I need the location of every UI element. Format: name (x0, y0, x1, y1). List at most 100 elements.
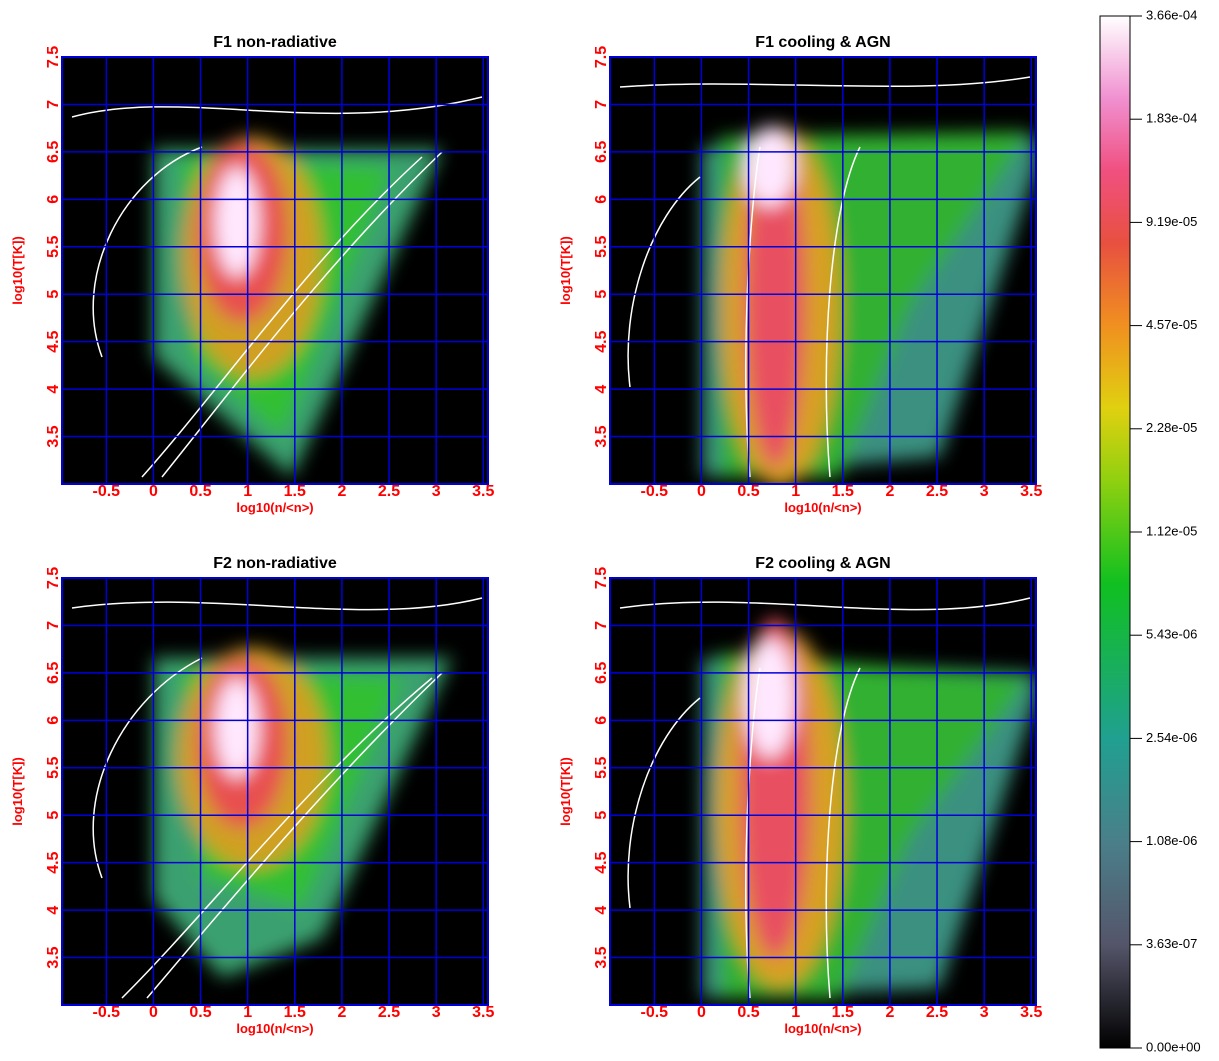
x-tick-label: 1.5 (284, 1004, 306, 1021)
x-tick-label: 2.5 (926, 483, 948, 500)
x-tick-label: 1.5 (284, 483, 306, 500)
x-tick-label: 1 (791, 483, 800, 500)
x-tick-label: 1.5 (832, 1004, 854, 1021)
plot-frame (61, 56, 489, 485)
colorbar-tick-label: 1.08e-06 (1146, 833, 1197, 848)
y-tick-label: 6 (593, 195, 610, 204)
y-tick-label: 4.5 (45, 330, 62, 352)
y-tick-label: 7 (593, 100, 610, 109)
colorbar-tick-label: 5.43e-06 (1146, 627, 1197, 642)
x-tick-label: 2.5 (926, 1004, 948, 1021)
x-tick-label: -0.5 (641, 483, 669, 500)
x-tick-label: 3 (432, 1004, 441, 1021)
x-axis-label: log10(n/<n>) (784, 500, 861, 515)
x-tick-label: -0.5 (93, 483, 121, 500)
chart-title: F1 non-radiative (213, 34, 337, 51)
colorbar-tick-label: 0.00e+00 (1146, 1039, 1201, 1054)
x-tick-label: -0.5 (93, 1004, 121, 1021)
x-tick-label: 0.5 (737, 1004, 759, 1021)
y-tick-label: 5.5 (593, 757, 610, 779)
y-tick-label: 5 (45, 811, 62, 820)
colorbar-tick-label: 9.19e-05 (1146, 214, 1197, 229)
plot-frame (609, 56, 1037, 485)
x-tick-label: 1 (791, 1004, 800, 1021)
y-tick-label: 4 (593, 906, 610, 915)
heatmap-image (62, 578, 488, 1005)
y-tick-label: 7 (45, 621, 62, 630)
y-tick-label: 6.5 (45, 662, 62, 684)
y-tick-label: 5.5 (593, 236, 610, 258)
y-tick-label: 5.5 (45, 757, 62, 779)
y-tick-label: 4.5 (593, 851, 610, 873)
x-tick-label: 2.5 (378, 483, 400, 500)
x-tick-label: 3.5 (1020, 1004, 1042, 1021)
x-tick-label: 0 (697, 1004, 706, 1021)
y-tick-label: 6 (45, 716, 62, 725)
x-tick-label: 3 (432, 483, 441, 500)
y-tick-label: 4 (45, 385, 62, 394)
y-tick-label: 4.5 (45, 851, 62, 873)
x-tick-label: 3.5 (472, 1004, 494, 1021)
x-tick-label: 1.5 (832, 483, 854, 500)
y-tick-label: 7.5 (45, 567, 62, 589)
colorbar-tick-label: 3.66e-04 (1146, 7, 1197, 22)
x-tick-label: 2 (885, 483, 894, 500)
colorbar-tick-label: 1.83e-04 (1146, 111, 1197, 126)
plot-frame (609, 577, 1037, 1006)
y-axis-label: log10(T[K]) (558, 236, 573, 305)
y-tick-label: 7 (593, 621, 610, 630)
y-tick-label: 5 (45, 290, 62, 299)
x-tick-label: 0.5 (189, 1004, 211, 1021)
heatmap-image (62, 57, 488, 484)
y-axis-label: log10(T[K]) (10, 757, 25, 826)
y-tick-label: 3.5 (593, 425, 610, 447)
y-tick-label: 7.5 (593, 567, 610, 589)
y-tick-label: 6.5 (45, 141, 62, 163)
x-tick-label: 3.5 (1020, 483, 1042, 500)
y-tick-label: 6 (593, 716, 610, 725)
x-tick-label: 1 (243, 483, 252, 500)
y-tick-label: 4.5 (593, 330, 610, 352)
y-tick-label: 4 (45, 906, 62, 915)
y-tick-label: 5 (593, 290, 610, 299)
colorbar (1099, 15, 1131, 1049)
x-tick-label: 0 (149, 1004, 158, 1021)
x-tick-label: 2 (885, 1004, 894, 1021)
x-tick-label: 0 (697, 483, 706, 500)
x-axis-label: log10(n/<n>) (784, 1021, 861, 1036)
x-tick-label: 1 (243, 1004, 252, 1021)
y-tick-label: 4 (593, 385, 610, 394)
y-tick-label: 5.5 (45, 236, 62, 258)
colorbar-tick-label: 2.28e-05 (1146, 420, 1197, 435)
chart-title: F2 cooling & AGN (755, 555, 890, 572)
y-axis-label: log10(T[K]) (10, 236, 25, 305)
colorbar-tick-label: 1.12e-05 (1146, 523, 1197, 538)
chart-title: F2 non-radiative (213, 555, 337, 572)
y-tick-label: 6 (45, 195, 62, 204)
x-tick-label: 3 (980, 483, 989, 500)
y-tick-label: 7.5 (593, 46, 610, 68)
x-axis-label: log10(n/<n>) (236, 1021, 313, 1036)
colorbar-tick-label: 2.54e-06 (1146, 730, 1197, 745)
x-tick-label: 3.5 (472, 483, 494, 500)
x-axis-label: log10(n/<n>) (236, 500, 313, 515)
colorbar-tick-label: 3.63e-07 (1146, 936, 1197, 951)
x-tick-label: -0.5 (641, 1004, 669, 1021)
y-tick-label: 7.5 (45, 46, 62, 68)
y-tick-label: 6.5 (593, 141, 610, 163)
colorbar-tick-label: 4.57e-05 (1146, 317, 1197, 332)
x-tick-label: 2 (337, 483, 346, 500)
y-tick-label: 7 (45, 100, 62, 109)
x-tick-label: 0.5 (189, 483, 211, 500)
heatmap-image (610, 578, 1036, 1005)
x-tick-label: 2.5 (378, 1004, 400, 1021)
x-tick-label: 0.5 (737, 483, 759, 500)
y-tick-label: 3.5 (45, 946, 62, 968)
y-tick-label: 6.5 (593, 662, 610, 684)
x-tick-label: 3 (980, 1004, 989, 1021)
y-tick-label: 5 (593, 811, 610, 820)
plot-frame (61, 577, 489, 1006)
y-tick-label: 3.5 (593, 946, 610, 968)
chart-title: F1 cooling & AGN (755, 34, 890, 51)
